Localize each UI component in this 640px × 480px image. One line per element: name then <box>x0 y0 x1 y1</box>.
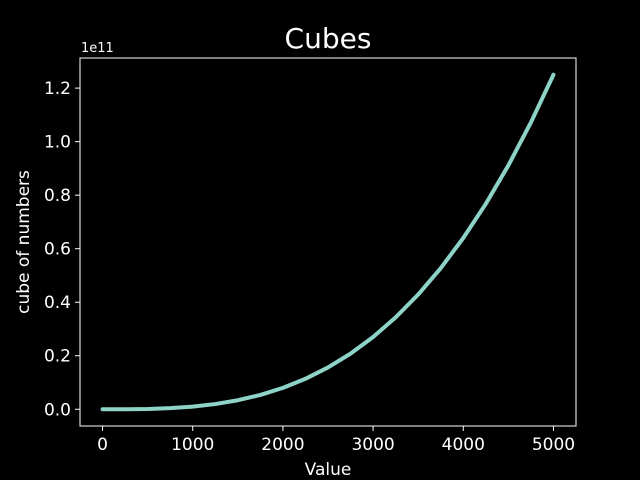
x-tick-label: 5000 <box>532 435 575 455</box>
series-line-0 <box>100 72 556 412</box>
y-tick-label: 0.8 <box>44 186 71 206</box>
y-tick-label: 1.0 <box>44 133 71 153</box>
y-axis-offset-label: 1e11 <box>81 41 114 56</box>
y-tick-label: 1.2 <box>44 79 71 99</box>
x-axis-ticks: 0 1000 2000 3000 4000 5000 <box>97 426 575 455</box>
y-tick-label: 0.0 <box>44 400 71 420</box>
chart-title: Cubes <box>285 22 372 55</box>
plot-area <box>100 72 556 412</box>
y-tick-label: 0.2 <box>44 347 71 367</box>
axes-frame <box>79 57 577 427</box>
x-tick-label: 3000 <box>351 435 394 455</box>
x-tick-label: 2000 <box>261 435 304 455</box>
x-tick-label: 1000 <box>171 435 214 455</box>
y-tick-label: 0.6 <box>44 240 71 260</box>
x-axis-label: Value <box>305 460 352 480</box>
y-axis-ticks: 0.0 0.2 0.4 0.6 0.8 1.0 1.2 <box>44 79 80 420</box>
x-tick-label: 0 <box>97 435 108 455</box>
x-tick-label: 4000 <box>442 435 485 455</box>
y-axis-label: cube of numbers <box>14 170 34 314</box>
y-tick-label: 0.4 <box>44 293 71 313</box>
